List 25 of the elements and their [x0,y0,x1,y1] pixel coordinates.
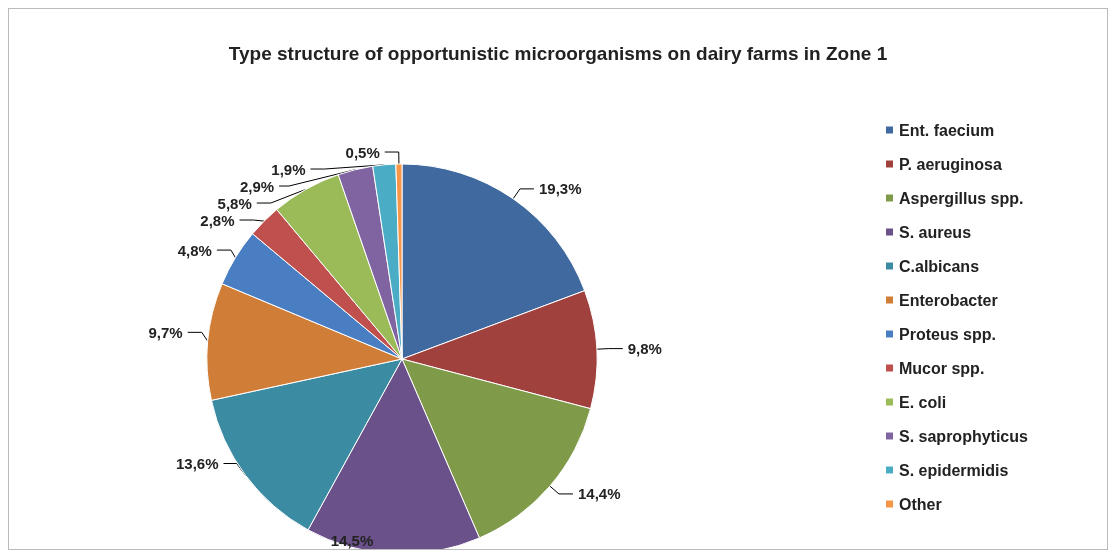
legend-label: P. aeruginosa [899,155,1002,173]
data-label: 14,4% [577,485,621,503]
legend-label: Enterobacter [899,291,998,309]
data-label: 19,3% [538,180,582,198]
legend-label: Other [899,495,942,513]
legend-label: Proteus spp. [899,325,996,343]
legend-label: Aspergillus spp. [899,189,1024,207]
chart-title: Type structure of opportunistic microorganisms on dairy farms in Zone 1 [228,43,888,64]
data-label: 5,8% [217,194,252,212]
legend-label: S. aureus [899,223,972,241]
legend-label: Mucor spp. [899,359,985,377]
data-label: 13,6% [175,455,219,472]
legend-label: Ent. faecium [899,121,995,139]
legend-label: E. coli [899,393,947,411]
legend-label: S. saprophyticus [899,427,1029,445]
data-label: 9,8% [627,340,662,358]
data-label: 9,7% [148,323,183,341]
data-label: 2,9% [239,177,275,195]
data-label: 0,5% [345,143,380,161]
data-label: 14,5% [330,532,374,549]
legend-label: S. epidermidis [899,461,1009,479]
data-label: 2,8% [200,211,235,229]
legend-label: C.albicans [899,257,980,275]
data-label: 1,9% [271,160,306,178]
data-label: 4,8% [177,241,212,259]
